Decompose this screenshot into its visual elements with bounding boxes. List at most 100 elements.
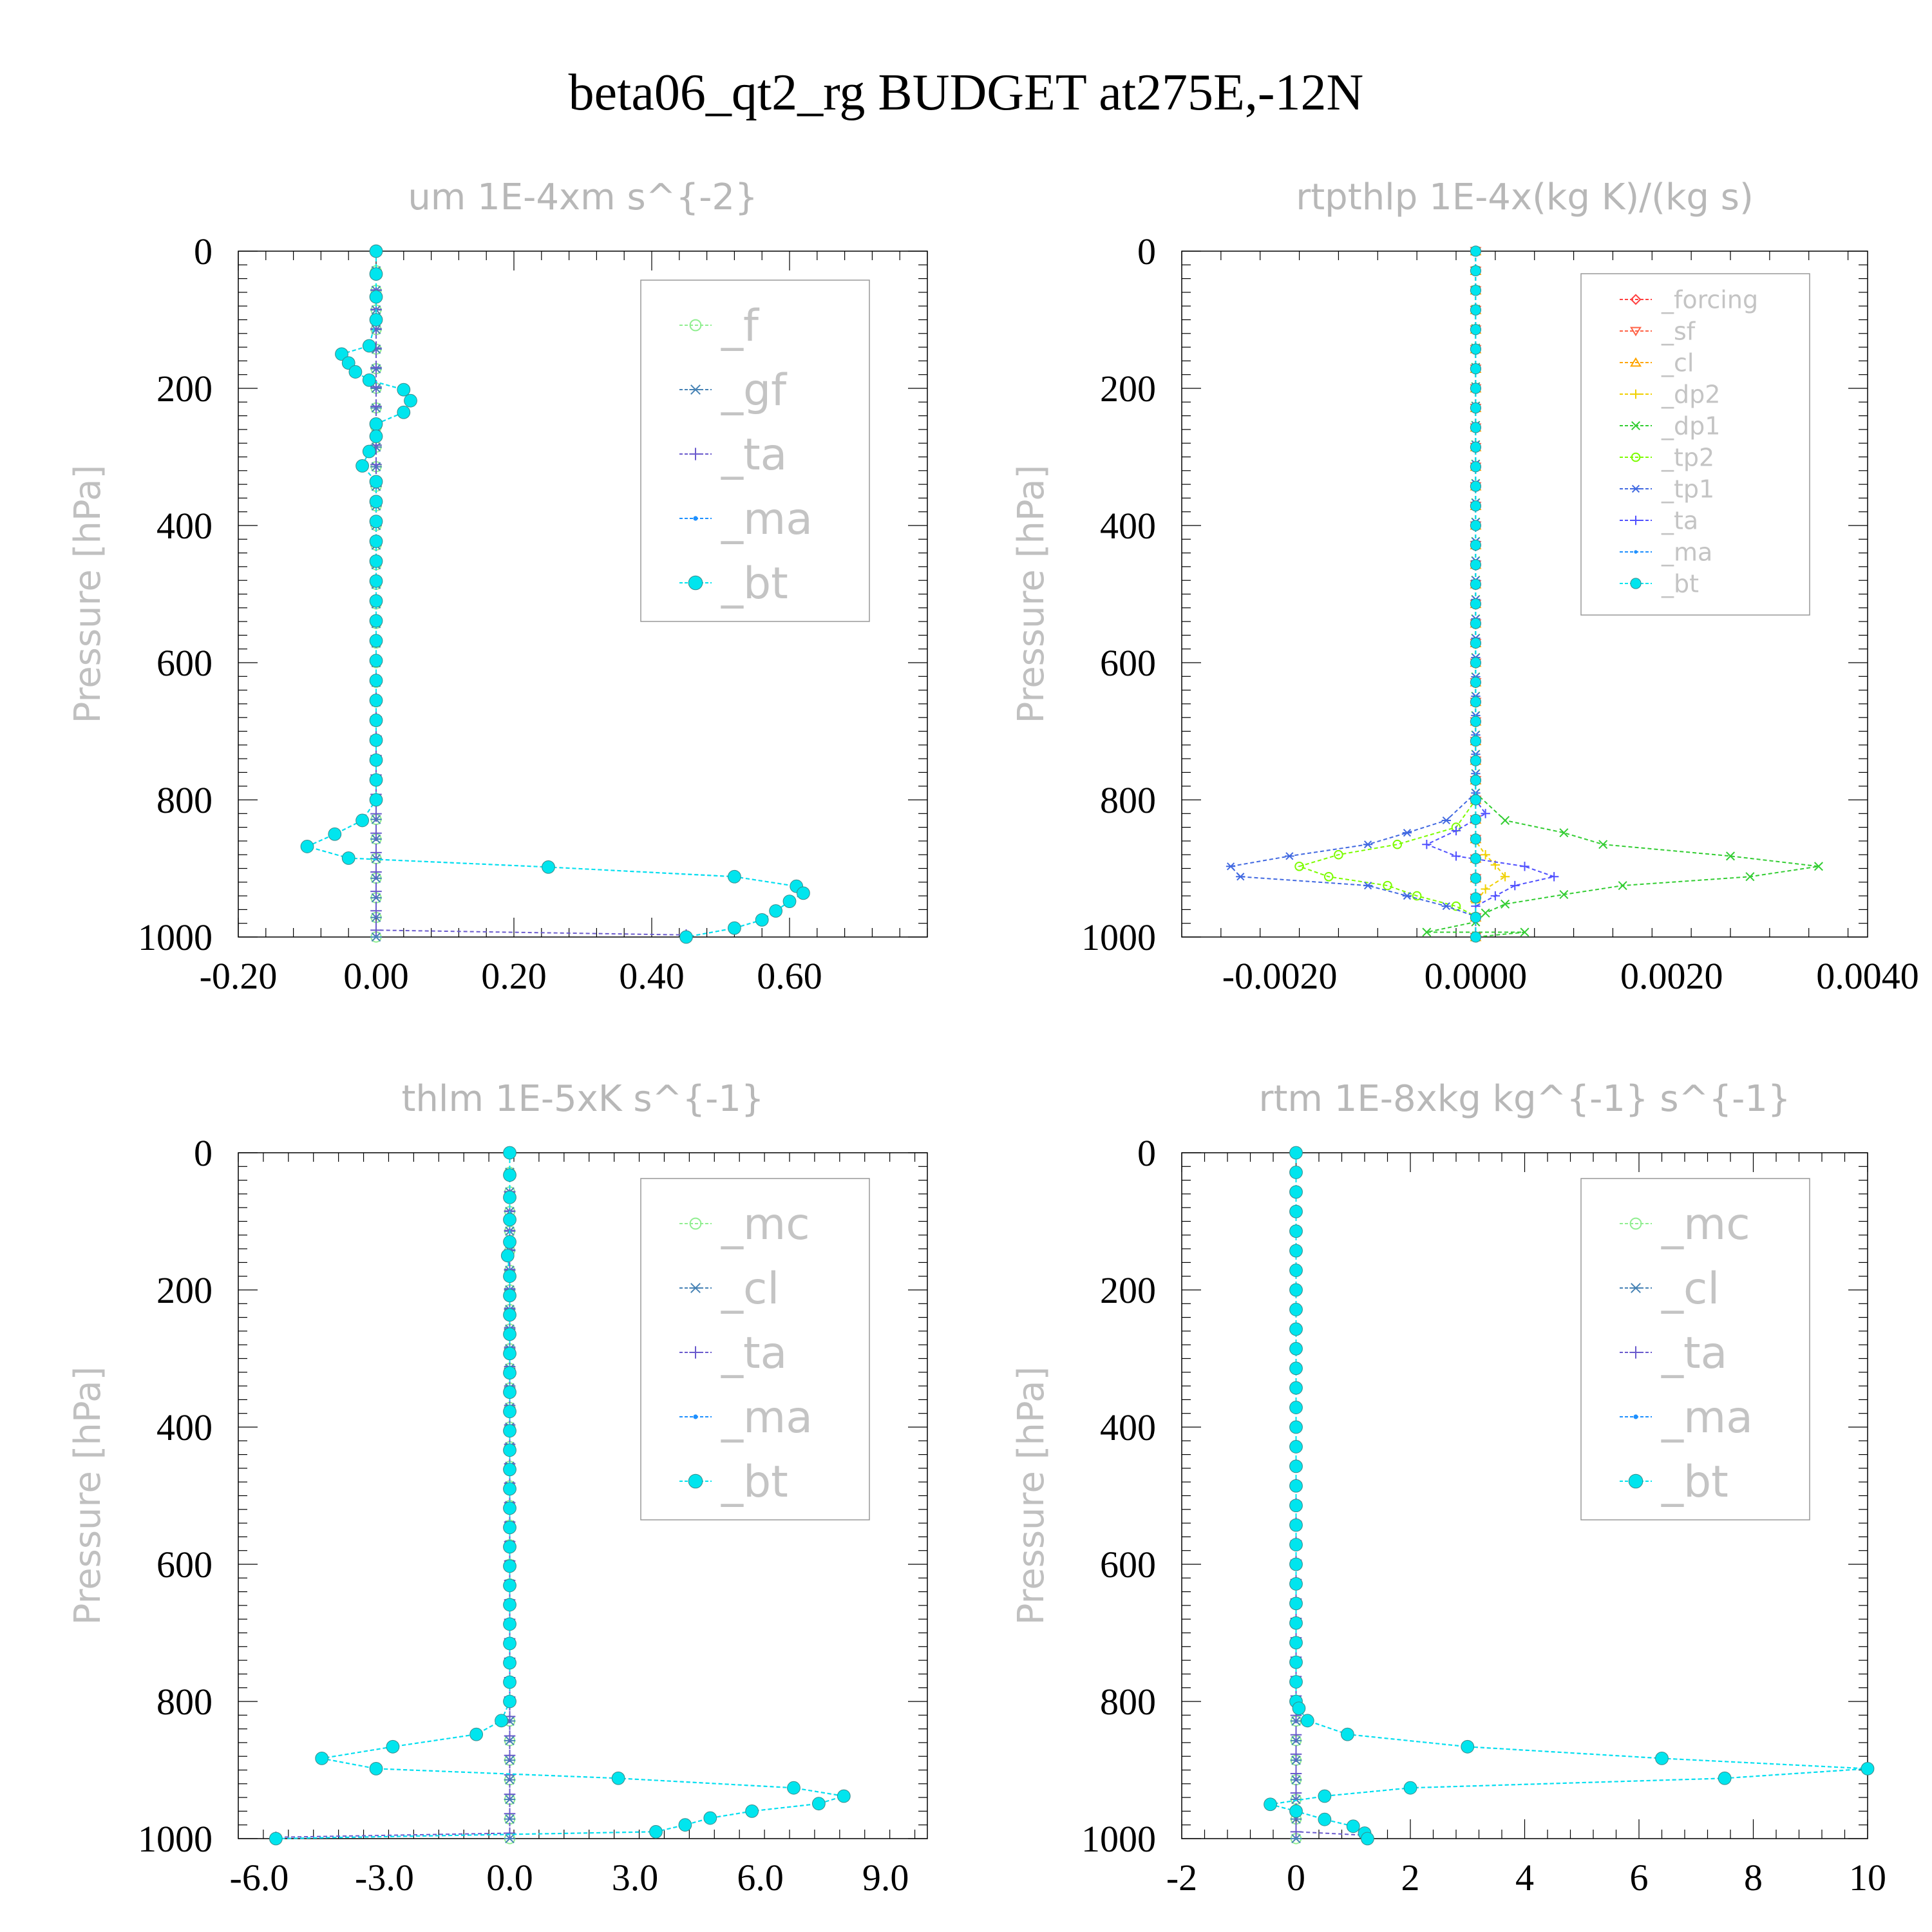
data-point (503, 1190, 516, 1204)
legend-marker (1630, 327, 1642, 337)
data-point (369, 634, 383, 648)
data-point (745, 1804, 759, 1818)
data-point (1470, 559, 1482, 571)
x-tick-label: 0.0020 (1620, 955, 1723, 997)
data-point (1289, 1185, 1303, 1199)
data-point (1470, 676, 1482, 688)
data-point (1334, 849, 1343, 860)
legend-marker (689, 384, 702, 395)
data-point (370, 924, 382, 936)
legend-marker (689, 1217, 702, 1230)
legend-entry: _tp2 (1620, 443, 1714, 471)
data-point (1289, 1264, 1303, 1277)
data-point (315, 1751, 329, 1765)
data-point (1289, 1244, 1303, 1258)
data-point (703, 1811, 717, 1825)
data-point (1470, 696, 1482, 708)
legend-label: _bt (1661, 1457, 1728, 1508)
legend-label: _f (721, 301, 760, 352)
legend-entry: _mc (679, 1199, 810, 1250)
legend-box (640, 1178, 870, 1520)
series-line (1295, 1153, 1365, 1836)
data-point (369, 594, 383, 608)
legend-marker (1629, 1346, 1642, 1359)
legend-entry: _forcing (1620, 285, 1758, 314)
data-point (1289, 1322, 1303, 1336)
legend-marker (689, 448, 702, 460)
data-point (649, 1824, 663, 1839)
series-line (1425, 251, 1557, 937)
series-line (1426, 251, 1819, 938)
data-point (1861, 1761, 1875, 1776)
legend-entry: _sf (1620, 317, 1696, 345)
legend-label: _dp2 (1661, 380, 1720, 408)
legend-marker (1631, 452, 1641, 462)
data-point (504, 1788, 516, 1800)
data-point (503, 1694, 516, 1709)
y-tick-label: 0 (194, 231, 213, 272)
data-point (369, 674, 383, 688)
legend-entry: _bt (679, 1457, 788, 1508)
legend-marker (693, 516, 698, 521)
legend-marker (689, 1346, 702, 1359)
plot-frame (238, 1152, 928, 1839)
plot-frame (1181, 1152, 1868, 1839)
legend-box (1580, 1178, 1810, 1520)
data-point (1264, 1797, 1277, 1812)
data-point (300, 840, 314, 853)
data-point (678, 1818, 692, 1832)
data-point (1289, 1518, 1303, 1532)
legend-marker (689, 319, 702, 332)
legend-label: _ma (721, 494, 813, 545)
data-point (1470, 911, 1482, 923)
y-tick-label: 600 (1100, 1544, 1156, 1586)
legend-label: _bt (1661, 569, 1699, 598)
data-point (1289, 1204, 1303, 1218)
data-point (1402, 829, 1412, 837)
data-point (348, 365, 363, 379)
series-line (1270, 1153, 1868, 1839)
data-point (1814, 862, 1823, 871)
data-point (1481, 850, 1490, 860)
y-tick-label: 1000 (1081, 916, 1156, 958)
data-point (1490, 891, 1501, 901)
series-bt (1470, 245, 1482, 943)
legend-entry: _ma (1620, 538, 1712, 566)
data-point (503, 1617, 516, 1631)
panel-title: rtpthlp 1E-4x(kg K)/(kg s) (1296, 176, 1754, 218)
data-point (1655, 1751, 1669, 1765)
legend-label: _mc (1661, 1199, 1750, 1250)
panel-3: thlm 1E-5xK s^{-1} Pressure [hPa] 0 200 400 6… (67, 1078, 928, 1899)
panel-title: um 1E-4xm s^{-2} (408, 176, 757, 218)
data-point (503, 1347, 516, 1361)
legend-entry: _cl (679, 1264, 779, 1314)
data-point (500, 1249, 515, 1263)
series-bt (269, 1146, 851, 1846)
legend-entry: _dp1 (1620, 412, 1720, 440)
legend-entry: _gf (679, 365, 788, 416)
data-point (1318, 1789, 1332, 1803)
data-point (369, 244, 383, 258)
data-point (1289, 1341, 1303, 1356)
y-tick-label: 400 (156, 1406, 213, 1448)
data-point (1470, 853, 1482, 864)
data-point (503, 1146, 516, 1160)
legend-marker (1631, 421, 1641, 431)
data-point (362, 373, 376, 387)
data-point (369, 654, 383, 668)
data-point (1470, 343, 1482, 355)
data-point (1470, 520, 1482, 531)
legend-label: _ma (1661, 1392, 1753, 1443)
x-tick-label: 8 (1744, 1857, 1763, 1899)
x-tick-label: -6.0 (230, 1857, 289, 1899)
data-point (1470, 774, 1482, 786)
data-point (1559, 889, 1569, 899)
y-tick-label: 0 (1137, 231, 1156, 272)
data-point (1481, 809, 1490, 819)
data-point (1470, 735, 1482, 747)
data-point (1290, 1768, 1302, 1779)
legend-entry: _ma (679, 494, 813, 545)
data-point (542, 860, 555, 874)
legend-entry: _ta (679, 430, 787, 480)
x-tick-label: 2 (1401, 1857, 1420, 1899)
